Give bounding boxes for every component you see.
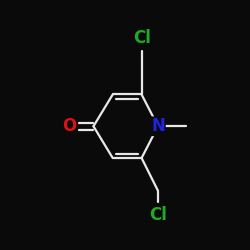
Text: Cl: Cl [149, 206, 167, 224]
Text: N: N [151, 117, 165, 135]
Text: O: O [62, 117, 76, 135]
Text: Cl: Cl [133, 29, 150, 47]
